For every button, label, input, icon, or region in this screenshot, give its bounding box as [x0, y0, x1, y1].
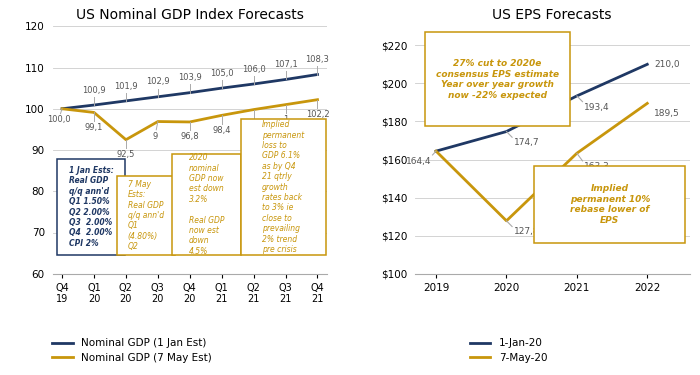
- FancyBboxPatch shape: [117, 176, 175, 255]
- Text: 1: 1: [283, 115, 288, 124]
- Title: US Nominal GDP Index Forecasts: US Nominal GDP Index Forecasts: [76, 8, 304, 22]
- Text: 164,4: 164,4: [405, 157, 431, 166]
- FancyBboxPatch shape: [241, 119, 326, 255]
- Text: 127,8: 127,8: [514, 228, 539, 237]
- Text: 1 Jan Ests:
Real GDP
q/q ann'd
Q1 1.50%
Q2 2.00%
Q3  2.00%
Q4  2.00%
CPI 2%: 1 Jan Ests: Real GDP q/q ann'd Q1 1.50% …: [69, 166, 113, 248]
- Legend: Nominal GDP (1 Jan Est), Nominal GDP (7 May Est): Nominal GDP (1 Jan Est), Nominal GDP (7 …: [52, 338, 212, 363]
- Text: 174,7: 174,7: [514, 138, 539, 147]
- Text: 102,9: 102,9: [146, 78, 169, 87]
- Text: 108,3: 108,3: [306, 55, 330, 64]
- Text: 102,2: 102,2: [306, 110, 329, 119]
- Text: Implied
permanent
loss to
GDP 6.1%
as by Q4
21 qtrly
growth
rates back
to 3% ie
: Implied permanent loss to GDP 6.1% as by…: [262, 120, 304, 254]
- FancyBboxPatch shape: [534, 166, 685, 243]
- Text: 96,8: 96,8: [181, 132, 199, 141]
- Text: 27% cut to 2020e
consensus EPS estimate
Year over year growth
now -22% expected: 27% cut to 2020e consensus EPS estimate …: [435, 59, 559, 100]
- Text: 100,0: 100,0: [47, 115, 71, 124]
- Text: 100,9: 100,9: [82, 86, 106, 95]
- Text: 163,3: 163,3: [584, 162, 610, 171]
- Text: 9: 9: [152, 132, 158, 141]
- Text: 107,1: 107,1: [274, 60, 298, 69]
- Text: Implied
permanent 10%
rebase lower of
EPS: Implied permanent 10% rebase lower of EP…: [570, 184, 650, 225]
- Text: 98,4: 98,4: [213, 126, 231, 135]
- Text: 106,0: 106,0: [241, 64, 265, 74]
- Text: 103,9: 103,9: [178, 74, 202, 82]
- Text: 92,5: 92,5: [117, 150, 135, 159]
- Title: US EPS Forecasts: US EPS Forecasts: [493, 8, 612, 22]
- Text: 101,9: 101,9: [114, 82, 138, 91]
- Legend: 1-Jan-20, 7-May-20: 1-Jan-20, 7-May-20: [470, 338, 547, 363]
- Text: 105,0: 105,0: [210, 69, 234, 78]
- FancyBboxPatch shape: [172, 154, 241, 255]
- Text: 2020
nominal
GDP now
est down
3.2%

Real GDP
now est
down
4.5%: 2020 nominal GDP now est down 3.2% Real …: [188, 153, 224, 256]
- Text: 210,0: 210,0: [654, 60, 680, 69]
- Text: 189,5: 189,5: [654, 109, 680, 118]
- Text: 99,1: 99,1: [85, 123, 103, 132]
- Text: 193,4: 193,4: [584, 103, 610, 112]
- FancyBboxPatch shape: [424, 33, 570, 126]
- Text: 7 May
Ests:
Real GDP
q/q ann'd
Q1
(4.80%)
Q2: 7 May Ests: Real GDP q/q ann'd Q1 (4.80%…: [128, 180, 164, 251]
- Text: 99,8: 99,8: [244, 120, 263, 129]
- FancyBboxPatch shape: [57, 159, 125, 255]
